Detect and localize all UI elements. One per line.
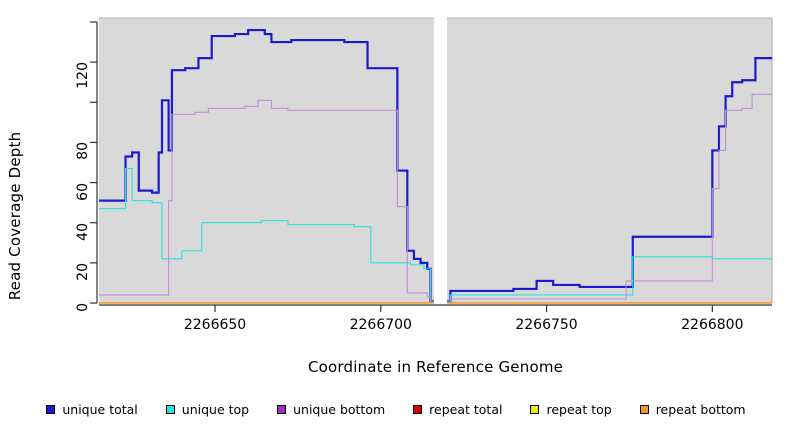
legend-item-repeat-total[interactable]: repeat total — [399, 402, 516, 417]
y-tick-label: 120 — [75, 62, 91, 89]
y-tick-label: 0 — [75, 303, 91, 312]
legend-item-repeat-top[interactable]: repeat top — [516, 402, 625, 417]
legend-label: unique top — [181, 401, 250, 417]
legend-swatch-icon — [46, 404, 56, 414]
series-line — [447, 57, 772, 303]
series-line — [99, 99, 434, 304]
x-axis-title: Coordinate in Reference Genome — [307, 358, 564, 376]
legend-label: unique bottom — [293, 401, 386, 417]
x-tick-label: 2266650 — [183, 317, 247, 333]
legend-item-unique-top[interactable]: unique top — [152, 402, 263, 417]
y-tick-label: 40 — [75, 222, 91, 241]
legend-label: repeat total — [429, 401, 503, 417]
y-tick-label: 60 — [75, 182, 91, 201]
plot-background-left — [99, 18, 434, 303]
legend-item-repeat-bottom[interactable]: repeat bottom — [626, 402, 760, 417]
legend-swatch-icon — [639, 404, 649, 414]
plot-background-right — [447, 18, 772, 303]
legend-item-unique-total[interactable]: unique total — [32, 402, 151, 417]
x-tick-label: 2266800 — [681, 317, 744, 333]
series-unique-bottom — [99, 93, 772, 304]
legend-label: repeat top — [546, 401, 612, 417]
x-tick-label: 2266700 — [349, 317, 412, 333]
chart-legend: unique total unique top unique bottom repea… — [0, 398, 792, 420]
series-line — [447, 93, 772, 304]
legend-label: unique total — [62, 401, 138, 417]
y-tick-label: 80 — [75, 142, 91, 161]
legend-swatch-icon — [277, 404, 287, 414]
legend-swatch-icon — [413, 404, 423, 414]
y-tick-label: 20 — [75, 262, 91, 281]
series-line — [99, 167, 434, 302]
legend-item-unique-bottom[interactable]: unique bottom — [263, 402, 399, 417]
legend-label: repeat bottom — [655, 401, 746, 417]
y-axis-title: Read Coverage Depth — [6, 131, 24, 301]
legend-swatch-icon — [530, 404, 540, 414]
x-tick-label: 2266750 — [515, 317, 578, 333]
legend-swatch-icon — [165, 404, 175, 414]
